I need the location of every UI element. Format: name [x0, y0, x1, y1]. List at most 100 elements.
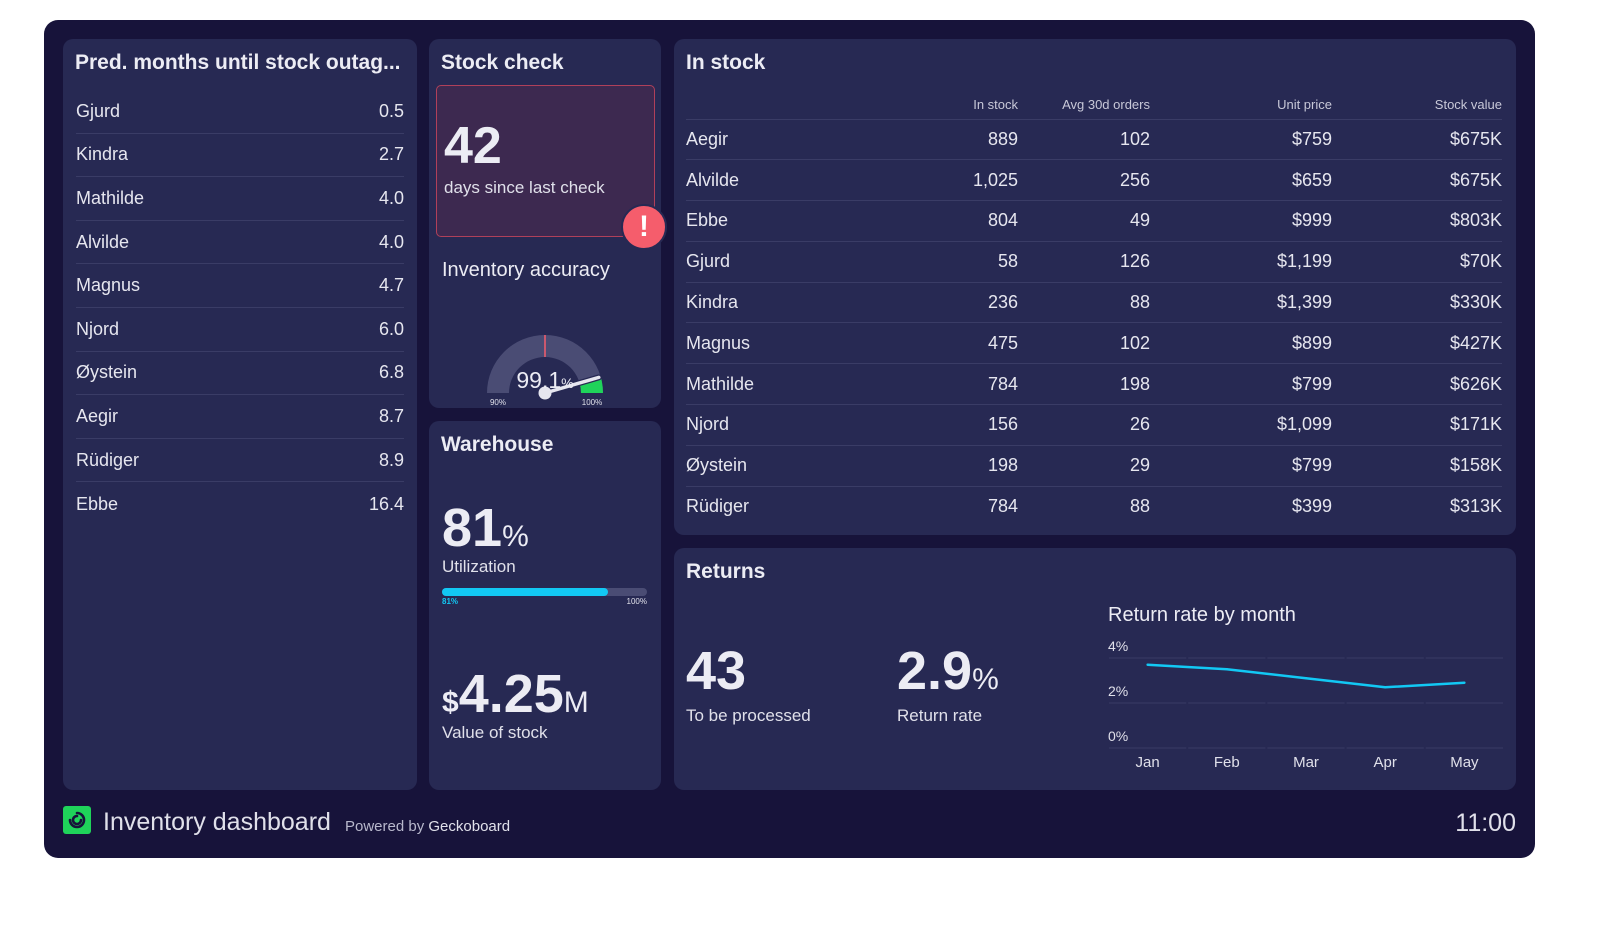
powered-by-prefix: Powered by — [345, 818, 425, 835]
table-cell: $799 — [1150, 363, 1332, 406]
accuracy-unit: % — [561, 375, 574, 391]
column-header: In stock — [926, 91, 1018, 120]
table-cell: 26 — [1018, 404, 1150, 446]
table-row: Mathilde 784 198 $799 $626K — [686, 363, 1502, 406]
x-tick-label: May — [1450, 754, 1479, 771]
table-row: Kindra 236 88 $1,399 $330K — [686, 282, 1502, 324]
table-cell: 29 — [1018, 445, 1150, 487]
to-process-label: To be processed — [686, 706, 811, 725]
powered-by: Powered by Geckoboard — [345, 818, 510, 835]
table-cell: 784 — [987, 496, 1018, 517]
table-cell: 198 — [1018, 363, 1150, 406]
days-label: days since last check — [444, 178, 605, 197]
table-cell: $799 — [1150, 445, 1332, 487]
item-name: Magnus — [76, 275, 141, 296]
panel-title: Pred. months until stock outag... — [75, 51, 401, 74]
list-item: Alvilde 4.0 — [76, 221, 404, 265]
table-row: Alvilde 1,025 256 $659 $675K — [686, 159, 1502, 202]
data-point — [1146, 663, 1149, 666]
in-stock-table: In stock Avg 30d orders Unit price Stock… — [686, 91, 1502, 527]
list-item: Rüdiger 8.9 — [76, 439, 404, 483]
table-row: Øystein 198 29 $799 $158K — [686, 445, 1502, 487]
in-stock-panel: In stock In stock Avg 30d orders Unit pr… — [674, 39, 1516, 535]
item-name: Ebbe — [76, 493, 119, 514]
to-process-value: 43 — [686, 641, 747, 701]
item-name: Rüdiger — [76, 449, 140, 470]
product-name-cell: Øystein — [686, 445, 926, 487]
table-cell: 198 — [926, 445, 1018, 487]
column-header — [686, 91, 926, 120]
table-header: In stock Avg 30d orders Unit price Stock… — [686, 91, 1502, 120]
gauge-min-label: 90% — [490, 398, 506, 407]
table-cell: 58 — [926, 241, 1018, 283]
y-tick-label: 2% — [1108, 683, 1128, 699]
table-cell: 784 — [926, 363, 1018, 406]
item-value: 8.9 — [378, 449, 404, 470]
table-cell: $626K — [1332, 363, 1502, 406]
table-cell: 49 — [1018, 200, 1150, 242]
utilization-label: Utilization — [442, 557, 516, 576]
item-name: Aegir — [76, 405, 119, 426]
geckoboard-logo-icon — [63, 806, 91, 834]
table-cell: $1,399 — [1150, 282, 1332, 324]
table-cell: $330K — [1332, 282, 1502, 324]
item-name: Njord — [76, 318, 120, 339]
item-value: 8.7 — [378, 405, 404, 426]
panel-title: In stock — [686, 51, 766, 74]
outage-list: Gjurd 0.5 Kindra 2.7 Mathilde 4.0 Alvilde 4.… — [76, 90, 404, 526]
gauge-hub — [538, 386, 552, 400]
item-value: 2.7 — [378, 144, 404, 165]
list-item: Mathilde 4.0 — [76, 177, 404, 221]
dashboard: Pred. months until stock outag... Gjurd 0… — [44, 20, 1535, 858]
list-item: Magnus 4.7 — [76, 264, 404, 308]
list-item: Gjurd 0.5 — [76, 90, 404, 134]
item-value: 4.7 — [378, 275, 404, 296]
chart-title: Return rate by month — [1108, 604, 1296, 626]
list-item: Ebbe 16.4 — [76, 482, 404, 526]
item-value: 6.0 — [378, 318, 404, 339]
product-name-cell: Rüdiger — [686, 496, 750, 517]
x-tick-label: Mar — [1293, 754, 1319, 771]
table-cell: $999 — [1150, 200, 1332, 242]
panel-title: Stock check — [441, 51, 564, 74]
product-name-cell: Magnus — [686, 322, 926, 365]
accuracy-title: Inventory accuracy — [442, 259, 610, 281]
progress-max-label: 100% — [626, 597, 647, 606]
accuracy-gauge: 90% 100% — [487, 335, 603, 407]
table-cell: 256 — [1018, 159, 1150, 202]
gauge-track — [487, 335, 603, 393]
returns-panel: Returns 43 To be processed 2.9% Return r… — [674, 548, 1516, 790]
item-name: Gjurd — [76, 100, 121, 121]
gauge-max-label: 100% — [582, 398, 602, 407]
table-row: Magnus 475 102 $899 $427K — [686, 322, 1502, 365]
column-header: Stock value — [1332, 91, 1502, 120]
utilization-number: 81 — [442, 498, 503, 558]
item-name: Alvilde — [76, 231, 130, 252]
table-cell: 88 — [1129, 496, 1150, 517]
data-point — [1304, 677, 1308, 680]
panel-title: Warehouse — [441, 433, 554, 456]
return-rate-unit: % — [972, 663, 999, 696]
alert-exclamation-icon: ! — [621, 204, 667, 250]
dashboard-title: Inventory dashboard — [103, 808, 331, 836]
item-value: 4.0 — [378, 231, 404, 252]
item-value: 4.0 — [378, 187, 404, 208]
item-name: Øystein — [76, 362, 138, 383]
table-cell: $899 — [1150, 322, 1332, 365]
progress-value-label: 81% — [442, 597, 459, 606]
list-item: Aegir 8.7 — [76, 395, 404, 439]
list-item: Kindra 2.7 — [76, 134, 404, 178]
table-cell: $1,099 — [1150, 404, 1332, 446]
table-cell: $803K — [1332, 200, 1502, 242]
table-row: Gjurd 58 126 $1,199 $70K — [686, 241, 1502, 283]
return-rate-number: 2.9 — [897, 641, 973, 701]
table-row: Aegir 889 102 $759 $675K — [686, 119, 1502, 161]
currency-symbol: $ — [442, 686, 459, 719]
series-line — [1147, 663, 1465, 689]
table-cell: $675K — [1332, 119, 1502, 161]
product-name-cell: Alvilde — [686, 159, 926, 202]
table-cell: $427K — [1332, 322, 1502, 365]
days-since-check-alert: 42 days since last check — [436, 85, 655, 237]
stock-value-label: Value of stock — [442, 723, 548, 742]
table-cell: $675K — [1332, 159, 1502, 202]
